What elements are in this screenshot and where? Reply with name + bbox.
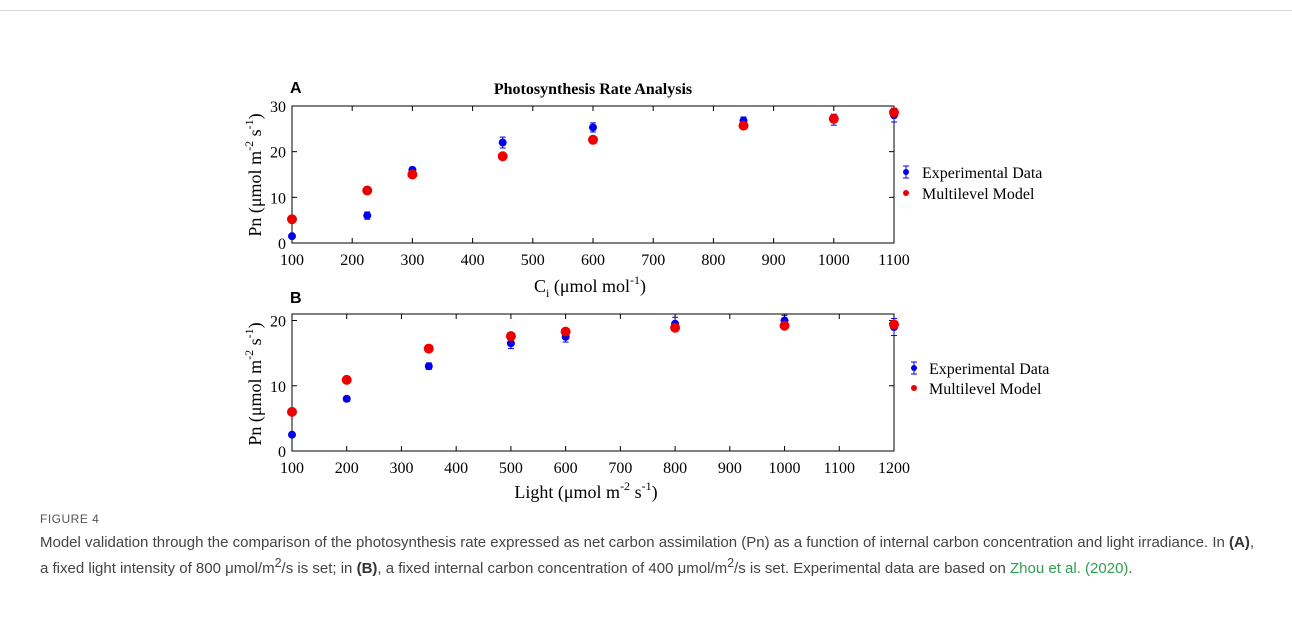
experimental-point-a: [363, 211, 372, 220]
figure-area: A Photosynthesis Rate Analysis 100 200 300…: [242, 80, 1049, 503]
x-tick-label-a: 1100: [878, 252, 909, 269]
model-point-a: [287, 214, 297, 225]
model-point-b: [287, 406, 297, 417]
x-tick-label-a: 100: [280, 252, 304, 269]
y-axis-a-label: Pn (μmol m-2 s-1): [242, 113, 266, 236]
x-tick-label-b: 1000: [769, 460, 801, 477]
y-tick-label-a: 10: [270, 190, 286, 207]
model-point-b: [560, 326, 571, 337]
y-tick-label-a: 30: [270, 99, 286, 116]
model-point-a: [407, 169, 418, 180]
legend-a-model-label: Multilevel Model: [922, 186, 1035, 203]
x-axis-b-label: Light (μmol m-2 s-1): [514, 479, 657, 503]
legend-b: Experimental Data Multilevel Model: [911, 361, 1049, 398]
legend-a-experimental-label: Experimental Data: [922, 165, 1042, 182]
experimental-point-b: [288, 430, 296, 439]
chart-a-title: Photosynthesis Rate Analysis: [494, 81, 692, 98]
model-point-a: [828, 113, 839, 124]
model-point-a: [497, 151, 508, 162]
marks-a: [287, 107, 899, 241]
experimental-point-a: [288, 232, 296, 241]
caption-ref-b: (B): [356, 560, 378, 577]
experimental-point-a: [589, 123, 597, 132]
ticks-b: 100 200 300 400 500 600 700 800 900 1000 1100 1200 0…: [270, 314, 910, 477]
x-tick-label-b: 400: [444, 460, 468, 477]
figure-svg: A Photosynthesis Rate Analysis 100 200 300…: [242, 80, 1049, 503]
panel-a-letter: A: [290, 80, 302, 97]
caption-text-3: /s is set; in: [281, 560, 357, 577]
legend-a: Experimental Data Multilevel Model: [903, 165, 1042, 203]
x-tick-label-a: 700: [641, 252, 665, 269]
x-tick-label-b: 100: [280, 460, 304, 477]
caption-text-2: , a fixed light intensity of 800 μmol/m: [40, 534, 1255, 577]
model-point-a: [889, 107, 899, 118]
citation-link[interactable]: Zhou et al. (2020): [1010, 560, 1129, 577]
marks-b: [287, 314, 899, 439]
model-point-a: [738, 120, 749, 131]
x-tick-label-a: 800: [701, 252, 725, 269]
x-tick-label-b: 1100: [824, 460, 855, 477]
model-point-b: [505, 331, 516, 342]
x-tick-label-a: 900: [762, 252, 786, 269]
panel-b-letter: B: [290, 290, 302, 307]
experimental-point-b: [424, 362, 433, 371]
model-point-b: [670, 322, 681, 333]
x-tick-label-b: 500: [499, 460, 523, 477]
model-point-a: [588, 134, 598, 145]
x-tick-label-b: 200: [335, 460, 359, 477]
x-tick-label-a: 300: [400, 252, 424, 269]
legend-b-model-marker: [911, 385, 917, 391]
panel-b: B 100 200 300 400 500 600 700 800 900 1000 1100 120…: [242, 290, 1049, 503]
caption-text-1: Model validation through the comparison …: [40, 534, 1230, 551]
x-tick-label-b: 300: [389, 460, 413, 477]
y-tick-label-b: 20: [270, 314, 286, 331]
caption-body: Model validation through the comparison …: [40, 532, 1255, 579]
x-tick-label-b: 800: [663, 460, 687, 477]
model-point-a: [362, 185, 373, 196]
top-divider: [0, 10, 1292, 11]
x-tick-label-a: 600: [581, 252, 605, 269]
model-point-b: [889, 319, 899, 330]
caption-sup-2: 2: [727, 556, 735, 570]
y-tick-label-a: 0: [278, 236, 286, 253]
experimental-point-b: [342, 394, 351, 403]
caption-text-5: /s is set. Experimental data are based o…: [734, 560, 1011, 577]
y-axis-b-label: Pn (μmol m-2 s-1): [242, 322, 266, 445]
caption-text-4: , a fixed internal carbon concentration …: [377, 560, 728, 577]
model-point-b: [779, 320, 790, 331]
legend-b-experimental-label: Experimental Data: [929, 361, 1049, 378]
caption-text-6: .: [1128, 560, 1133, 577]
x-tick-label-b: 600: [554, 460, 578, 477]
x-tick-label-b: 700: [608, 460, 632, 477]
plot-b-frame: [291, 313, 895, 452]
ticks-a: 100 200 300 400 500 600 700 800 900 1000 1100 0 10 20…: [270, 99, 910, 269]
legend-a-experimental-marker: [903, 169, 909, 175]
legend-a-model-marker: [903, 190, 909, 196]
x-tick-label-a: 500: [521, 252, 545, 269]
y-tick-label-a: 20: [270, 145, 286, 162]
legend-b-model-label: Multilevel Model: [929, 381, 1042, 398]
caption-sup-1: 2: [274, 556, 282, 570]
y-tick-label-b: 10: [270, 379, 286, 396]
panel-a: A Photosynthesis Rate Analysis 100 200 300…: [242, 80, 1042, 300]
x-tick-label-b: 900: [718, 460, 742, 477]
x-tick-label-a: 1000: [818, 252, 850, 269]
experimental-point-b: [506, 339, 515, 348]
figure-caption: FIGURE 4 Model validation through the co…: [40, 512, 1255, 579]
caption-label: FIGURE 4: [40, 512, 100, 526]
model-point-b: [423, 343, 434, 354]
x-tick-label-a: 200: [340, 252, 364, 269]
model-point-b: [341, 374, 352, 385]
caption-ref-a: (A): [1229, 534, 1250, 551]
legend-b-experimental-marker: [911, 365, 917, 371]
x-tick-label-a: 400: [461, 252, 485, 269]
y-tick-label-b: 0: [278, 444, 286, 461]
experimental-point-a: [498, 138, 507, 147]
x-axis-a-label: Ci (μmol mol-1): [534, 273, 646, 300]
x-tick-label-b: 1200: [878, 460, 910, 477]
